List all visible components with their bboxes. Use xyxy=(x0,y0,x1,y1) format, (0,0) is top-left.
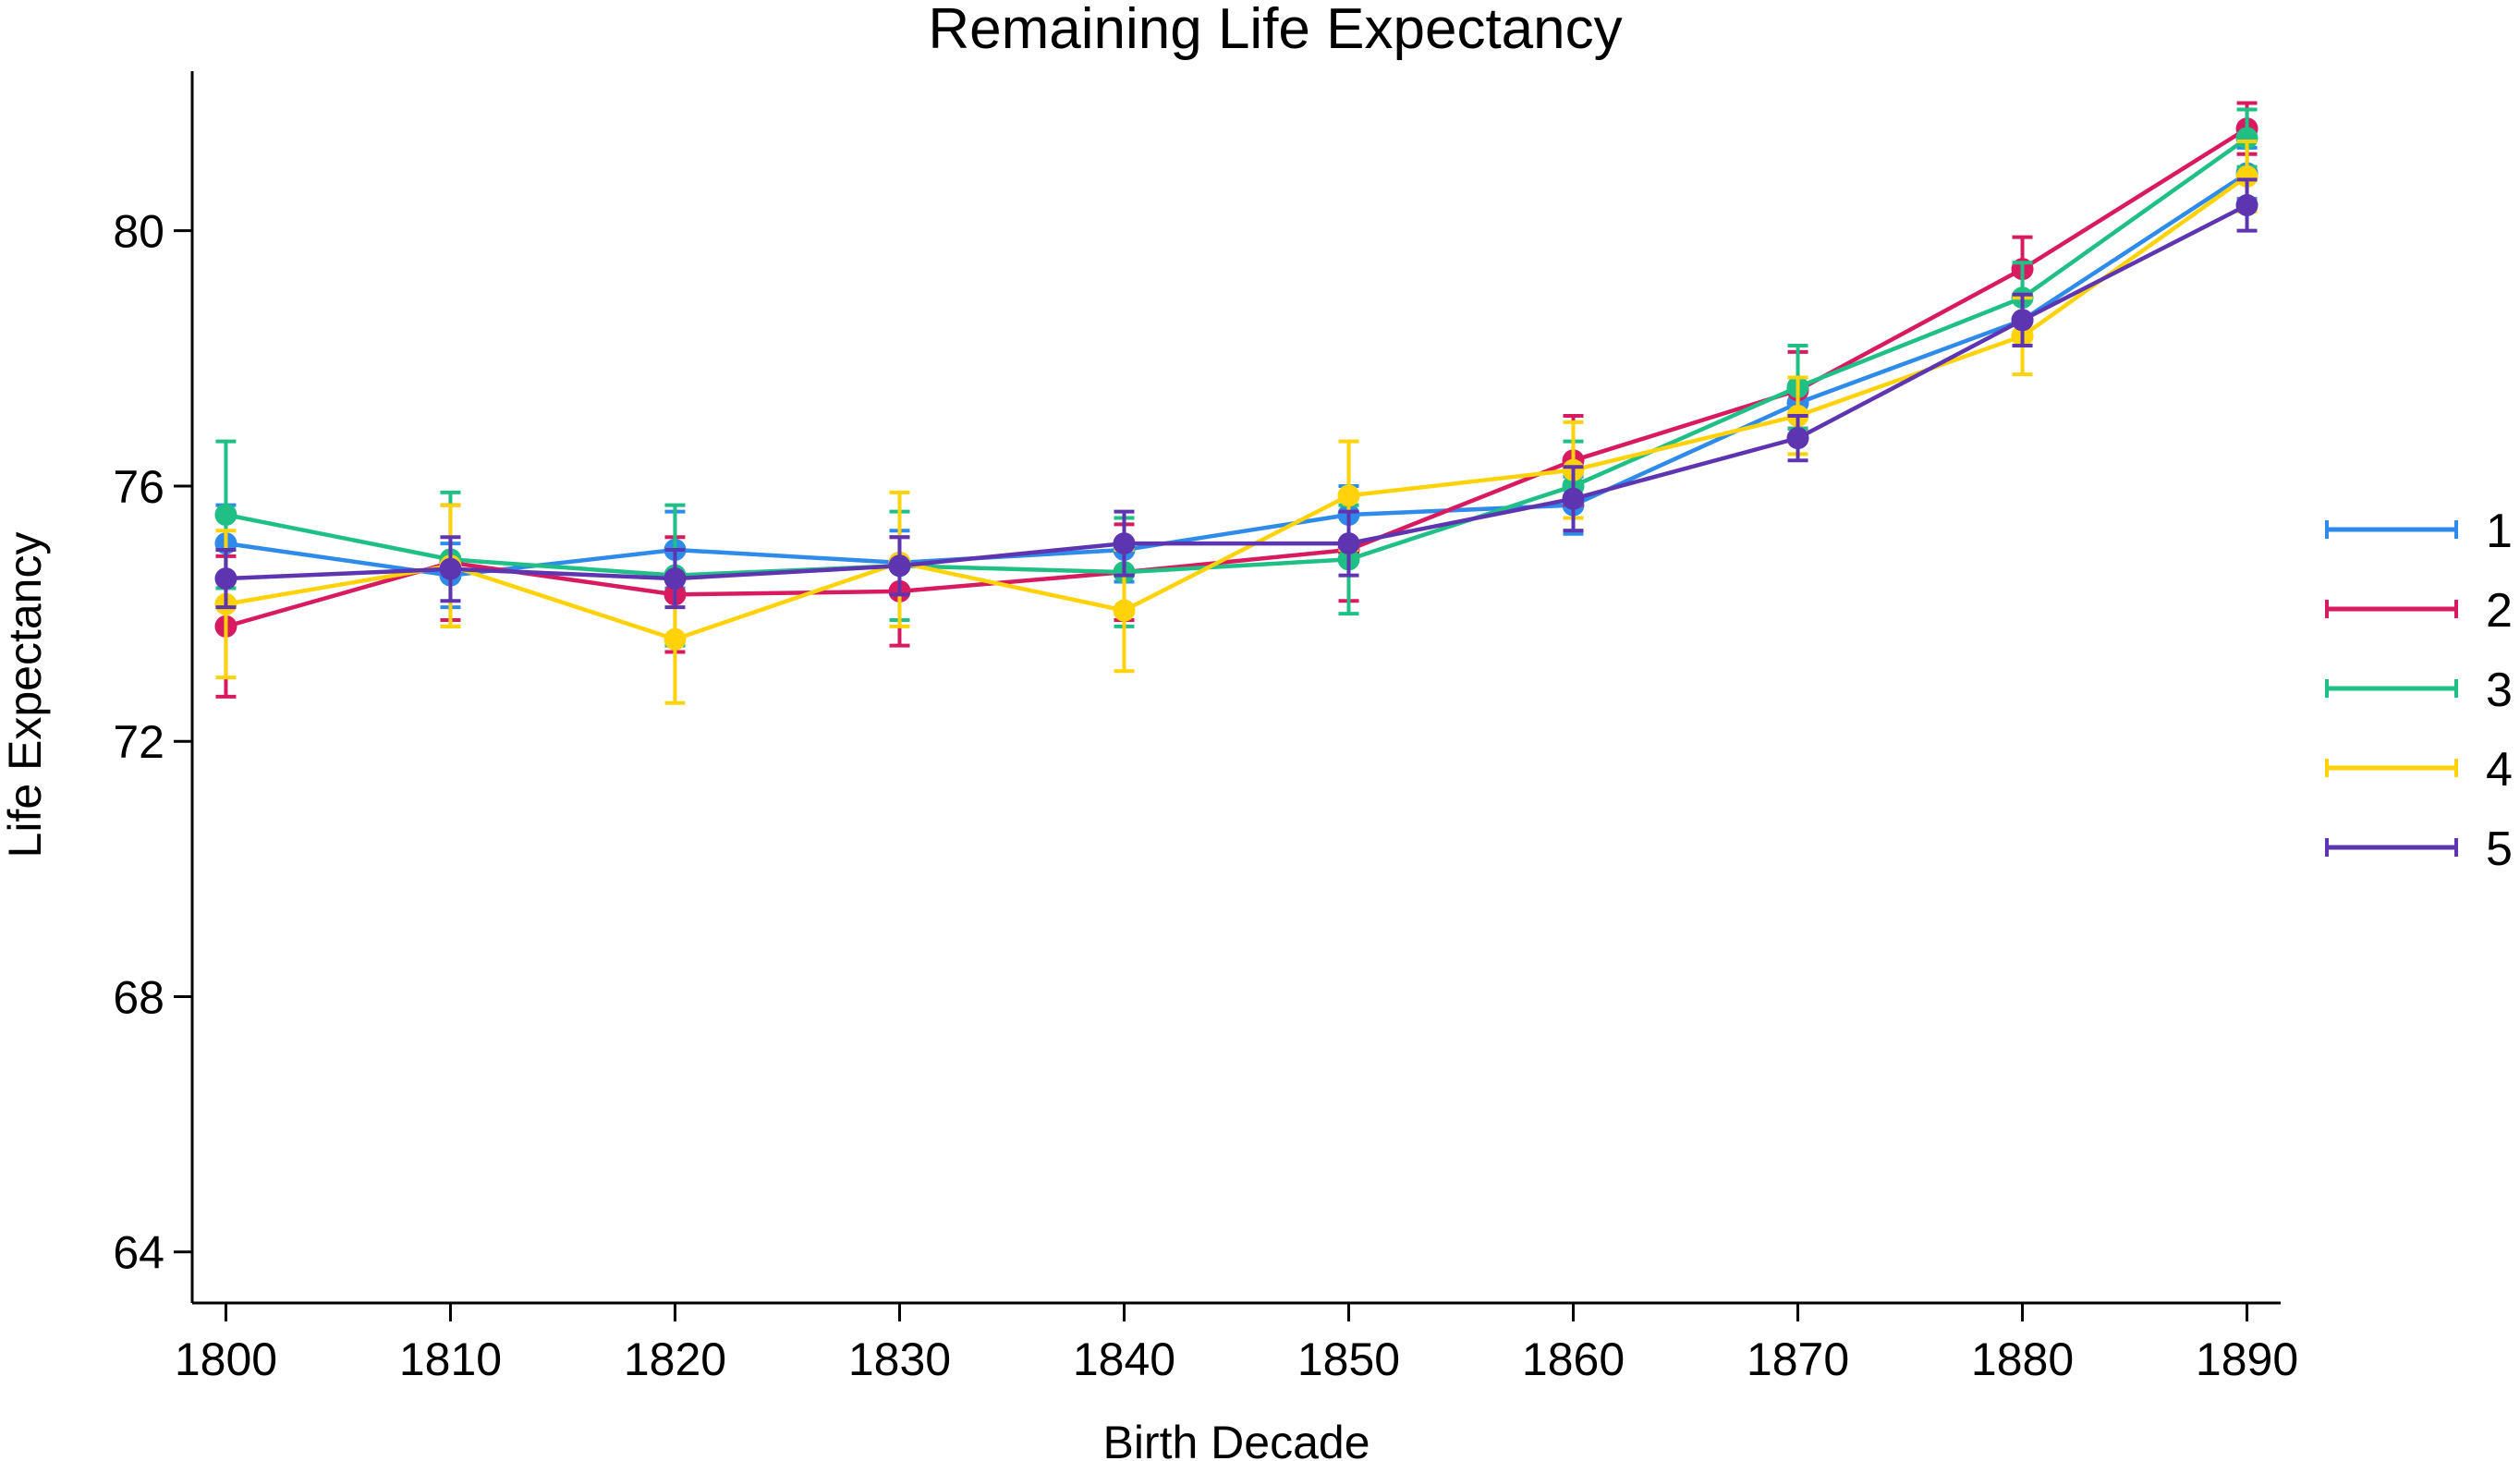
series-line xyxy=(225,175,2248,641)
data-point xyxy=(2011,309,2034,332)
data-point xyxy=(888,554,911,578)
series-line xyxy=(225,171,2248,578)
legend-item-1: 1 xyxy=(2325,505,2513,558)
series-2 xyxy=(214,101,2258,699)
chart-title: Remaining Life Expectancy xyxy=(928,0,1622,61)
y-tick-label: 68 xyxy=(113,971,164,1023)
series-3 xyxy=(214,107,2258,648)
x-tick-label: 1820 xyxy=(624,1333,726,1385)
x-tick-label: 1830 xyxy=(848,1333,951,1385)
y-tick-label: 64 xyxy=(113,1227,164,1279)
x-axis-title: Birth Decade xyxy=(1102,1417,1370,1461)
x-tick-label: 1870 xyxy=(1747,1333,1849,1385)
data-point xyxy=(214,504,237,527)
data-point xyxy=(2235,127,2258,150)
x-ticks: 1800 1810 1820 1830 1840 1850 1860 1870 1880 1890 xyxy=(175,1303,2298,1385)
data-point xyxy=(1113,532,1136,555)
legend-item-3: 3 xyxy=(2325,664,2513,717)
series-line xyxy=(225,136,2248,578)
data-point xyxy=(1337,532,1360,555)
data-point xyxy=(439,557,462,580)
data-point xyxy=(1562,487,1585,510)
series-layer xyxy=(214,101,2258,705)
legend-item-2: 2 xyxy=(2325,584,2513,638)
series-line xyxy=(225,127,2248,629)
series-5 xyxy=(214,177,2258,610)
x-tick-label: 1840 xyxy=(1073,1333,1175,1385)
data-point xyxy=(1337,484,1360,507)
series-4 xyxy=(214,139,2258,705)
axes xyxy=(190,71,2281,1305)
x-tick-label: 1860 xyxy=(1522,1333,1625,1385)
data-point xyxy=(663,567,687,590)
legend-label: 2 xyxy=(2486,584,2513,638)
y-ticks: 64 68 72 76 80 xyxy=(113,206,192,1279)
y-tick-label: 72 xyxy=(113,716,164,768)
data-point xyxy=(1786,427,1809,450)
legend-item-4: 4 xyxy=(2325,743,2513,797)
legend-item-5: 5 xyxy=(2325,822,2513,876)
data-point xyxy=(1113,599,1136,622)
legend-label: 3 xyxy=(2486,664,2513,717)
data-point xyxy=(2235,164,2258,188)
data-point xyxy=(214,567,237,590)
legend-label: 1 xyxy=(2486,505,2513,558)
y-tick-label: 80 xyxy=(113,206,164,258)
x-tick-label: 1880 xyxy=(1971,1333,2074,1385)
series-line xyxy=(225,203,2248,581)
series-1 xyxy=(214,145,2258,610)
legend: 1 2 3 4 5 xyxy=(2325,505,2513,876)
x-tick-label: 1890 xyxy=(2196,1333,2298,1385)
x-tick-label: 1800 xyxy=(175,1333,277,1385)
x-tick-label: 1810 xyxy=(399,1333,502,1385)
data-point xyxy=(663,627,687,651)
y-axis-title: Life Expectancy xyxy=(0,532,51,858)
x-tick-label: 1850 xyxy=(1297,1333,1400,1385)
y-tick-label: 76 xyxy=(113,461,164,513)
data-point xyxy=(2235,194,2258,217)
legend-label: 5 xyxy=(2486,822,2513,876)
legend-label: 4 xyxy=(2486,743,2513,797)
